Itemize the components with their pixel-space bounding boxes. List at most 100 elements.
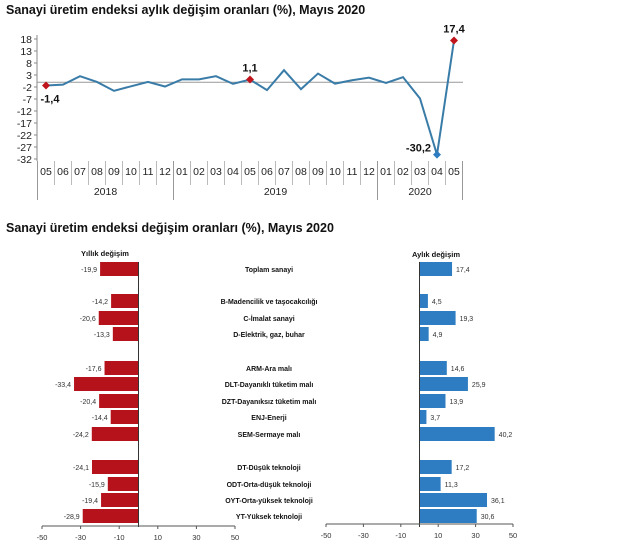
- bar-value-label: 11,3: [445, 482, 458, 489]
- data-marker: [246, 75, 254, 84]
- category-label: DLT-Dayanıklı tüketim malı: [225, 382, 314, 389]
- category-label: ENJ-Enerji: [251, 415, 286, 422]
- bar: [110, 410, 139, 424]
- x-tick-label: 04: [227, 166, 239, 178]
- x-tick-label: 03: [414, 166, 426, 178]
- bar-value-label: -14,2: [92, 299, 108, 306]
- x-tick-label: 01: [176, 166, 188, 178]
- year-label: 2018: [94, 186, 118, 198]
- category-label: DT-Düşük teknoloji: [237, 465, 300, 472]
- y-tick-label: -12: [17, 106, 32, 118]
- bar-value-label: -33,4: [55, 382, 71, 389]
- series-header: Aylık değişim: [412, 250, 460, 259]
- bar: [419, 377, 468, 391]
- data-label: -30,2: [406, 143, 431, 155]
- bar: [419, 509, 477, 523]
- line-chart-title: Sanayi üretim endeksi aylık değişim oran…: [6, 3, 366, 17]
- x-tick-label: 30: [471, 531, 479, 540]
- x-tick-label: 04: [431, 166, 443, 178]
- y-tick-label: 13: [20, 46, 32, 58]
- category-label: B-Madencilik ve taşocakcılığı: [221, 299, 318, 306]
- bar: [111, 294, 139, 308]
- bar-value-label: -28,9: [64, 514, 80, 521]
- x-tick-label: 12: [363, 166, 375, 178]
- bar: [419, 327, 429, 341]
- year-label: 2020: [408, 186, 432, 198]
- bar: [419, 410, 427, 424]
- y-tick-label: -17: [17, 118, 32, 130]
- x-tick-label: 30: [192, 533, 200, 542]
- x-tick-label: 05: [244, 166, 256, 178]
- category-label: YT-Yüksek teknoloji: [236, 514, 302, 521]
- y-tick-label: -7: [23, 94, 32, 106]
- data-label: 17,4: [443, 23, 465, 35]
- y-tick-label: 18: [20, 34, 32, 46]
- x-tick-label: 10: [154, 533, 162, 542]
- x-tick-label: 11: [347, 166, 358, 178]
- x-tick-label: 06: [57, 166, 69, 178]
- bar: [99, 394, 139, 408]
- y-tick-label: 8: [26, 58, 32, 70]
- x-tick-label: 09: [312, 166, 324, 178]
- bar-value-label: 17,4: [456, 267, 470, 274]
- bar-chart-title: Sanayi üretim endeksi değişim oranları (…: [6, 221, 334, 235]
- bar-value-label: 3,7: [430, 415, 440, 422]
- bar-value-label: 4,5: [432, 299, 442, 306]
- data-label: -1,4: [41, 94, 61, 106]
- bar-value-label: 17,2: [456, 465, 470, 472]
- bar-value-label: 19,3: [460, 316, 474, 323]
- category-label: C-İmalat sanayi: [243, 315, 294, 323]
- y-tick-label: -2: [23, 82, 32, 94]
- bar-value-label: 40,2: [499, 432, 513, 439]
- bar-value-label: -17,6: [86, 366, 102, 373]
- x-tick-label: -10: [114, 533, 125, 542]
- year-label: 2019: [264, 186, 288, 198]
- x-tick-label: 02: [193, 166, 205, 178]
- bar: [98, 311, 139, 325]
- y-tick-label: -27: [17, 142, 32, 154]
- series-header: Yıllık değişim: [81, 249, 129, 258]
- bar-value-label: -24,1: [73, 465, 89, 472]
- x-tick-label: 06: [261, 166, 273, 178]
- bar-value-label: -13,3: [94, 332, 110, 339]
- bar-value-label: -20,6: [80, 316, 96, 323]
- bar: [91, 460, 139, 474]
- x-tick-label: 05: [448, 166, 460, 178]
- category-label: ODT-Orta-düşük teknoloji: [227, 482, 312, 489]
- x-tick-label: 10: [434, 531, 442, 540]
- bar: [419, 493, 488, 507]
- bar: [419, 394, 446, 408]
- x-tick-label: 03: [210, 166, 222, 178]
- bar: [419, 361, 447, 375]
- category-label: DZT-Dayanıksız tüketim malı: [222, 399, 317, 406]
- x-tick-label: 05: [40, 166, 52, 178]
- bar: [107, 477, 139, 491]
- y-tick-label: -32: [17, 154, 32, 166]
- data-marker: [450, 36, 458, 45]
- bar-value-label: 25,9: [472, 382, 486, 389]
- bar: [419, 477, 441, 491]
- bar: [82, 509, 139, 523]
- category-label: Toplam sanayi: [245, 267, 293, 274]
- bar-value-label: -19,4: [82, 498, 98, 505]
- category-label: ARM-Ara malı: [246, 366, 292, 373]
- category-label: SEM-Sermaye malı: [238, 432, 301, 439]
- data-line: [45, 40, 455, 155]
- x-tick-label: 50: [231, 533, 239, 542]
- bar: [91, 427, 139, 441]
- x-tick-label: 10: [329, 166, 341, 178]
- bar-value-label: 4,9: [433, 332, 443, 339]
- bar: [419, 427, 495, 441]
- bar: [419, 262, 453, 276]
- x-tick-label: -50: [321, 531, 332, 540]
- bar: [419, 294, 428, 308]
- x-tick-label: 01: [380, 166, 392, 178]
- x-tick-label: 08: [91, 166, 103, 178]
- x-tick-label: 50: [509, 531, 517, 540]
- x-tick-label: -30: [358, 531, 369, 540]
- bar-value-label: 13,9: [449, 399, 463, 406]
- x-tick-label: 08: [295, 166, 307, 178]
- bar: [101, 493, 139, 507]
- bar-value-label: -19,9: [81, 267, 97, 274]
